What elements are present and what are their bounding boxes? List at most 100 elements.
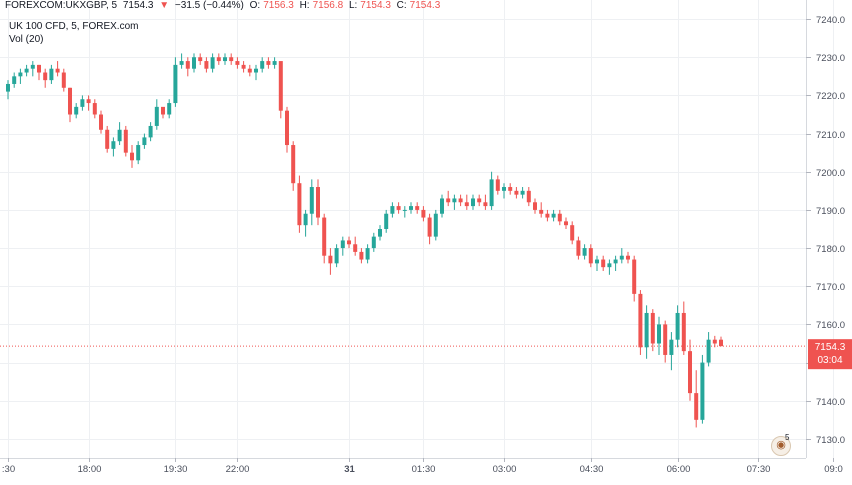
candle-body bbox=[502, 187, 506, 191]
candle bbox=[446, 190, 451, 207]
flag-uk-icon[interactable]: ◉ bbox=[771, 436, 791, 456]
last-price-value: 7154.3 bbox=[815, 342, 846, 353]
low-value: 7154.3 bbox=[360, 0, 391, 11]
candle-body bbox=[471, 198, 475, 207]
candle-body bbox=[402, 209, 407, 211]
time-tick-label: 07:30 bbox=[747, 464, 771, 475]
symbol-name[interactable]: FOREXCOM:UKXGBP, 5 bbox=[5, 0, 118, 11]
candle-body bbox=[99, 114, 103, 130]
candle bbox=[477, 194, 482, 207]
candle-body bbox=[278, 61, 283, 111]
candle bbox=[99, 110, 103, 134]
candle-body bbox=[557, 213, 562, 222]
candle bbox=[644, 305, 649, 359]
candle-body bbox=[254, 68, 258, 73]
candle bbox=[322, 213, 327, 264]
candle bbox=[61, 68, 66, 92]
candle bbox=[526, 187, 531, 207]
candle bbox=[564, 217, 568, 229]
volume-legend[interactable]: Vol (20) bbox=[9, 34, 46, 46]
close-value: 7154.3 bbox=[409, 0, 441, 11]
candle-body bbox=[241, 64, 246, 69]
candle-body bbox=[340, 240, 345, 249]
candle-body bbox=[706, 339, 711, 363]
candle-body bbox=[495, 179, 500, 191]
price-tick-label: 7210.0 bbox=[816, 130, 845, 141]
candle-body bbox=[539, 209, 544, 214]
time-axis[interactable]: :30 18:00 19:30 22:00 31 01:30 03:00 04:30 06:00… bbox=[2, 458, 843, 475]
volume-label[interactable]: Vol (20) bbox=[9, 34, 44, 45]
candle bbox=[582, 244, 587, 260]
event-count: 5 bbox=[785, 433, 790, 442]
candle-body bbox=[477, 198, 482, 203]
time-tick-label: 22:00 bbox=[226, 464, 250, 475]
candle bbox=[185, 57, 190, 77]
candle bbox=[502, 183, 506, 199]
candle bbox=[105, 125, 110, 153]
candle bbox=[657, 316, 661, 355]
candle bbox=[409, 202, 413, 214]
candle-body bbox=[55, 68, 60, 73]
time-tick-label: 01:30 bbox=[412, 464, 436, 475]
candle bbox=[471, 194, 475, 210]
candle-body bbox=[148, 125, 153, 138]
price-tick-label: 7240.0 bbox=[816, 15, 845, 26]
candle bbox=[167, 99, 172, 119]
candle bbox=[638, 290, 643, 355]
change-value: −31.5 (−0.44%) bbox=[174, 0, 244, 11]
series-name[interactable]: UK 100 CFD, 5, FOREX.com bbox=[9, 21, 139, 32]
candle-body bbox=[12, 76, 17, 84]
candle bbox=[142, 133, 147, 149]
candle-body bbox=[489, 179, 494, 207]
open-value: 7156.3 bbox=[263, 0, 294, 11]
candle-body bbox=[80, 99, 85, 107]
candle bbox=[433, 209, 438, 241]
time-tick-label: 18:00 bbox=[78, 464, 102, 475]
candle bbox=[80, 95, 85, 111]
candle bbox=[6, 80, 10, 100]
candle-body bbox=[644, 312, 649, 348]
candle bbox=[303, 209, 308, 237]
candle-body bbox=[185, 61, 190, 69]
time-tick-label: 09:0 bbox=[824, 464, 843, 475]
chart-grid bbox=[0, 0, 834, 458]
candle-body bbox=[564, 221, 568, 226]
candle-body bbox=[607, 263, 612, 268]
candle-body bbox=[669, 339, 674, 355]
candle-body bbox=[198, 57, 203, 62]
candle bbox=[601, 255, 606, 271]
price-axis[interactable]: 7130.07140.07150.07160.07170.07180.07190… bbox=[806, 15, 845, 446]
price-tick-label: 7140.0 bbox=[816, 397, 845, 408]
candle bbox=[675, 305, 680, 348]
candle bbox=[700, 354, 705, 424]
time-tick-label: 19:30 bbox=[164, 464, 188, 475]
candle bbox=[123, 125, 128, 157]
candle bbox=[340, 236, 345, 256]
candle-body bbox=[396, 206, 401, 210]
time-tick-label: :30 bbox=[2, 464, 15, 475]
candle-body bbox=[291, 145, 296, 184]
candle-body bbox=[694, 393, 699, 420]
candle bbox=[291, 141, 296, 191]
candle bbox=[576, 236, 581, 260]
candle-body bbox=[464, 202, 469, 207]
candle-body bbox=[595, 259, 599, 264]
down-arrow-icon: ▼ bbox=[159, 0, 170, 11]
candle-body bbox=[43, 72, 48, 81]
candle bbox=[688, 339, 692, 401]
candle bbox=[464, 194, 469, 210]
candle-body bbox=[334, 248, 339, 264]
candle bbox=[371, 232, 376, 252]
candle bbox=[247, 64, 252, 77]
candle-body bbox=[514, 190, 519, 195]
candle bbox=[55, 61, 60, 77]
candle bbox=[173, 57, 178, 107]
price-tick-label: 7220.0 bbox=[816, 91, 845, 102]
candle-body bbox=[303, 213, 308, 226]
candle bbox=[520, 187, 525, 199]
candle bbox=[378, 225, 382, 241]
candle-body bbox=[483, 202, 488, 207]
candle bbox=[136, 141, 141, 165]
candle bbox=[396, 202, 401, 214]
